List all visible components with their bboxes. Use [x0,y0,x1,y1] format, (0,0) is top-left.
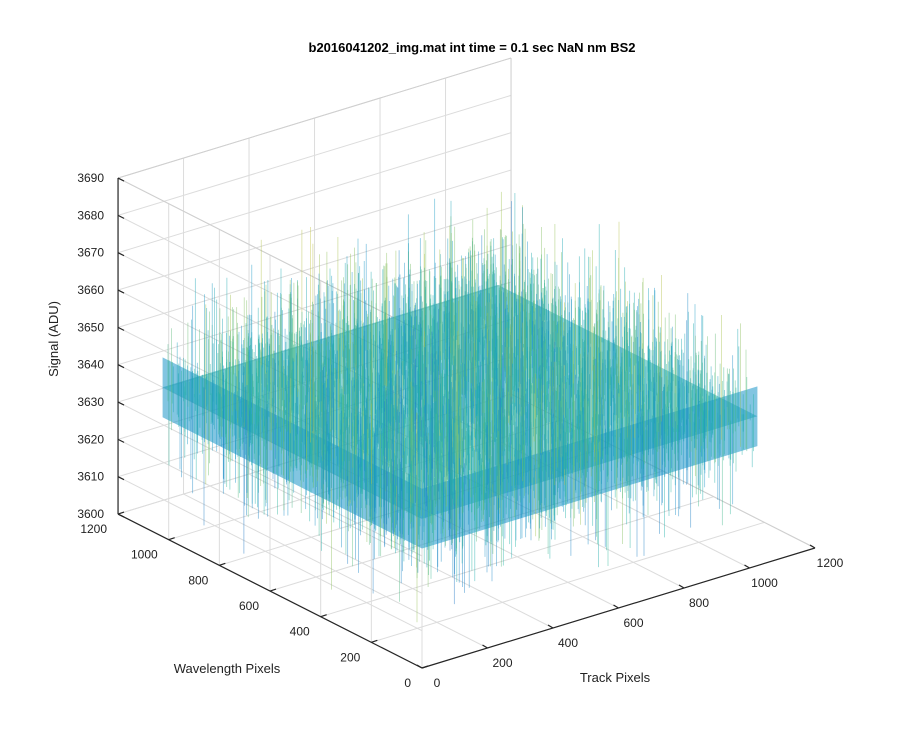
surface-layer [162,191,758,623]
chart-title: b2016041202_img.mat int time = 0.1 sec N… [309,40,636,55]
z-tick-label: 3660 [77,283,104,297]
x-tick-label: 1200 [817,556,844,570]
z-tick-label: 3690 [77,171,104,185]
z-tick-mark [117,214,125,219]
wall-grid-line [117,132,512,254]
z-tick-mark [117,289,125,294]
y-tick-mark [371,639,378,643]
z-tick-label: 3610 [77,470,104,484]
x-tick-mark [678,584,685,589]
z-axis-label: Signal (ADU) [46,301,61,377]
y-tick-mark [320,614,327,618]
x-tick-mark [809,544,816,549]
x-axis-label: Track Pixels [580,670,651,685]
x-tick-mark [744,564,750,569]
y-tick-label: 1200 [80,522,107,536]
y-tick-mark [117,511,125,515]
x-tick-mark [482,644,488,649]
y-tick-mark [269,588,277,592]
y-tick-mark [168,537,175,541]
z-tick-label: 3620 [77,432,104,446]
wall-grid-line [117,94,512,216]
floor-grid-line [320,496,714,618]
y-tick-label: 600 [239,599,259,613]
wall-grid-line [117,476,423,632]
z-tick-mark [117,401,125,406]
floor-grid-line [371,521,765,643]
x-tick-mark [547,624,554,629]
y-tick-label: 400 [290,625,310,639]
z-tick-label: 3630 [77,395,104,409]
y-tick-mark [421,665,429,669]
z-tick-label: 3650 [77,320,104,334]
z-tick-label: 3670 [77,246,104,260]
y-tick-mark [219,562,226,566]
y-tick-label: 800 [188,573,208,587]
y-tick-label: 0 [404,676,411,690]
box-edge [117,57,512,179]
x-tick-label: 0 [434,676,441,690]
x-tick-mark [416,664,423,669]
axis-layer: 0 200 400 600 800 1000 1200 0 200 400 600 800 1000 12… [77,171,843,690]
z-tick-label: 3680 [77,208,104,222]
y-tick-label: 200 [340,650,360,664]
z-tick-mark [117,326,125,331]
z-tick-mark [117,513,125,518]
wall-grid-line [117,206,512,328]
z-tick-label: 3600 [77,507,104,521]
x-tick-mark [613,604,619,609]
wall-grid-line [117,244,512,366]
x-tick-label: 800 [689,596,709,610]
z-tick-label: 3640 [77,358,104,372]
z-tick-mark [117,252,125,257]
y-tick-label: 1000 [131,548,158,562]
x-tick-label: 600 [623,616,643,630]
x-tick-label: 1000 [751,576,778,590]
y-axis-label: Wavelength Pixels [174,661,281,676]
z-tick-mark [117,364,125,369]
z-tick-mark [117,177,125,182]
x-tick-label: 400 [558,636,578,650]
wall-grid-line [117,169,512,291]
z-tick-mark [117,438,125,443]
z-tick-mark [117,476,125,481]
x-tick-label: 200 [492,656,512,670]
